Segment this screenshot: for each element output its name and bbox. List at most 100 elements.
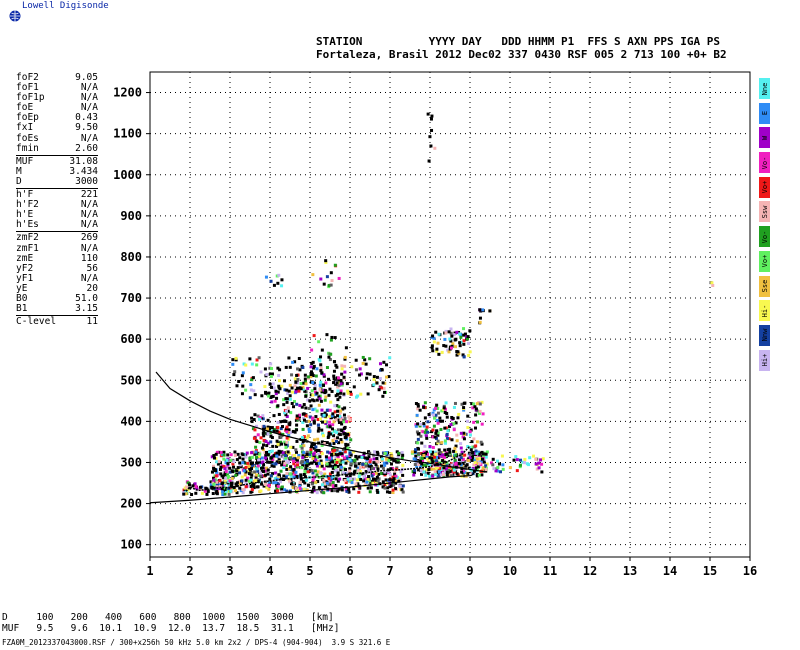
echo-pixel xyxy=(333,263,337,267)
echo-pixel xyxy=(364,462,368,466)
echo-pixel xyxy=(224,489,228,493)
echo-pixel xyxy=(340,422,344,426)
echo-pixel xyxy=(287,428,291,432)
echo-pixel xyxy=(241,371,245,375)
echo-pixel xyxy=(362,464,366,468)
echo-pixel xyxy=(383,463,387,467)
echo-pixel xyxy=(435,418,439,422)
echo-pixel xyxy=(280,488,284,492)
echo-pixel xyxy=(226,489,230,493)
echo-pixel xyxy=(309,404,313,408)
echo-pixel xyxy=(333,437,337,441)
echo-pixel xyxy=(301,456,305,460)
echo-pixel xyxy=(441,459,445,463)
echo-pixel xyxy=(459,456,463,460)
echo-pixel xyxy=(412,471,416,475)
echo-pixel xyxy=(303,389,307,393)
echo-pixel xyxy=(279,440,283,444)
y-tick-label: 600 xyxy=(120,332,142,346)
echo-pixel xyxy=(292,471,296,475)
param-name: h'F2 xyxy=(16,199,39,211)
param-name: h'E xyxy=(16,209,34,221)
legend-swatch: Vo+ xyxy=(759,176,770,198)
echo-pixel xyxy=(264,390,268,394)
echo-pixel xyxy=(268,382,272,386)
echo-pixel xyxy=(259,436,263,440)
echo-pixel xyxy=(275,460,279,464)
legend-swatch: Hi- xyxy=(759,300,770,322)
echo-pixel xyxy=(525,462,529,466)
echo-pixel xyxy=(476,420,480,424)
echo-pixel xyxy=(301,427,305,431)
echo-pixel xyxy=(414,454,418,458)
echo-pixel xyxy=(285,430,289,434)
echo-pixel xyxy=(258,416,262,420)
echo-pixel xyxy=(417,451,421,455)
echo-pixel xyxy=(259,471,263,475)
echo-pixel xyxy=(380,386,384,390)
param-value: 31.08 xyxy=(69,155,98,167)
echo-pixel xyxy=(240,374,244,378)
echo-pixel xyxy=(224,461,228,465)
echo-pixel xyxy=(373,450,377,454)
echo-pixel xyxy=(343,364,347,368)
echo-pixel xyxy=(295,402,299,406)
echo-pixel xyxy=(233,370,237,374)
echo-pixel xyxy=(452,405,456,409)
echo-pixel xyxy=(220,487,224,491)
echo-pixel xyxy=(214,474,218,478)
echo-pixel xyxy=(269,474,273,478)
echo-pixel xyxy=(368,372,372,376)
echo-pixel xyxy=(332,369,336,373)
echo-pixel xyxy=(298,483,302,487)
echo-pixel xyxy=(256,414,260,418)
echo-pixel xyxy=(427,413,431,417)
echo-pixel xyxy=(314,445,318,449)
echo-pixel xyxy=(361,355,365,359)
echo-pixel xyxy=(298,481,302,485)
echo-pixel xyxy=(470,458,474,462)
echo-pixel xyxy=(303,379,307,383)
echo-pixel xyxy=(310,490,314,494)
param-value: N/A xyxy=(80,209,98,221)
echo-pixel xyxy=(346,389,350,393)
echo-pixel xyxy=(466,445,470,449)
echo-pixel xyxy=(185,485,189,489)
echo-pixel xyxy=(316,480,320,484)
echo-pixel xyxy=(425,436,429,440)
echo-pixel xyxy=(458,341,462,345)
echo-pixel xyxy=(215,482,219,486)
echo-pixel xyxy=(307,429,311,433)
echo-pixel xyxy=(389,484,393,488)
echo-pixel xyxy=(274,462,278,466)
echo-pixel xyxy=(431,411,435,415)
echo-pixel xyxy=(335,448,339,452)
echo-pixel xyxy=(212,467,216,471)
echo-pixel xyxy=(463,453,467,457)
echo-pixel xyxy=(241,457,245,461)
echo-pixel xyxy=(330,452,334,456)
echo-pixel xyxy=(319,459,323,463)
echo-pixel xyxy=(457,332,461,336)
echo-pixel xyxy=(244,363,248,367)
echo-pixel xyxy=(214,491,218,495)
echo-pixel xyxy=(416,441,420,445)
echo-pixel xyxy=(219,465,223,469)
echo-pixel xyxy=(470,456,474,460)
echo-pixel xyxy=(443,439,447,443)
echo-pixel xyxy=(436,441,440,445)
echo-pixel xyxy=(304,394,308,398)
echo-pixel xyxy=(217,450,221,454)
echo-pixel xyxy=(473,459,477,463)
echo-pixel xyxy=(273,477,277,481)
echo-pixel xyxy=(333,452,337,456)
echo-pixel xyxy=(287,479,291,483)
echo-pixel xyxy=(711,283,715,287)
echo-pixel xyxy=(337,432,341,436)
echo-pixel xyxy=(310,389,314,393)
echo-pixel xyxy=(475,402,479,406)
echo-pixel xyxy=(266,472,270,476)
echo-pixel xyxy=(258,441,262,445)
echo-pixel xyxy=(416,447,420,451)
echo-pixel xyxy=(336,436,340,440)
